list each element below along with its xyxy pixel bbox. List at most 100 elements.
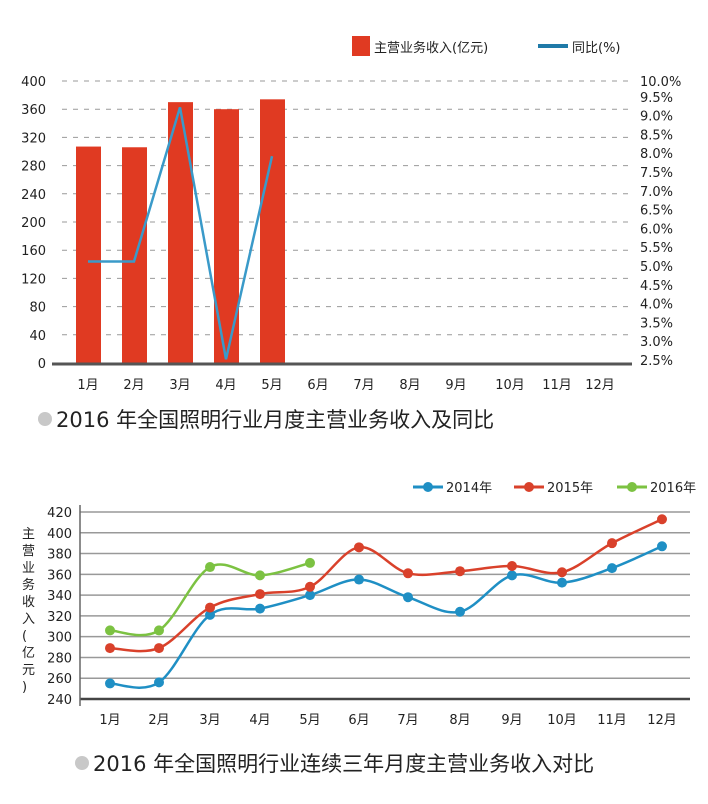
x-tick-label: 8月 — [449, 713, 470, 728]
y-right-tick-label: 4.5% — [640, 279, 673, 294]
y-tick-label: 360 — [47, 568, 72, 583]
data-point — [657, 514, 667, 525]
x-tick-label: 1月 — [99, 713, 120, 728]
y-tick-label: 240 — [47, 693, 72, 708]
data-point — [154, 625, 164, 636]
data-point — [205, 602, 215, 613]
chart1-title-block: 2016 年全国照明行业月度主营业务收入及同比 — [38, 404, 494, 434]
data-point — [105, 643, 115, 654]
data-point — [105, 625, 115, 636]
bullet-icon — [75, 756, 89, 770]
chart2-title-block: 2016 年全国照明行业连续三年月度主营业务收入对比 — [75, 748, 594, 778]
bar-3月 — [168, 102, 193, 364]
data-point — [607, 538, 617, 549]
data-point — [607, 563, 617, 574]
y-tick-label: 340 — [47, 589, 72, 604]
x-tick-label: 11月 — [542, 378, 572, 393]
data-point — [255, 570, 265, 581]
y-tick-label: 380 — [47, 548, 72, 563]
y-tick-label: 260 — [47, 672, 72, 687]
data-point — [507, 570, 517, 581]
legend-marker — [627, 482, 637, 492]
chart1-title: 2016 年全国照明行业月度主营业务收入及同比 — [56, 408, 495, 432]
x-tick-label: 6月 — [307, 378, 328, 393]
y-right-tick-label: 5.5% — [640, 241, 673, 256]
y-right-tick-label: 3.5% — [640, 316, 673, 331]
data-point — [557, 567, 567, 578]
x-tick-label: 1月 — [77, 378, 98, 393]
data-point — [305, 581, 315, 592]
x-tick-label: 3月 — [169, 378, 190, 393]
data-point — [403, 592, 413, 603]
y-right-tick-label: 7.5% — [640, 166, 673, 181]
yoy-line — [88, 106, 274, 360]
x-tick-label: 7月 — [353, 378, 374, 393]
y-tick-label: 400 — [47, 527, 72, 542]
x-tick-label: 4月 — [249, 713, 270, 728]
data-point — [154, 643, 164, 654]
x-tick-label: 2月 — [123, 378, 144, 393]
x-tick-label: 5月 — [299, 713, 320, 728]
data-point — [305, 557, 315, 568]
bullet-icon — [38, 412, 52, 426]
y-right-tick-label: 9.5% — [640, 91, 673, 106]
y-tick-label: 300 — [47, 631, 72, 646]
y-right-tick-label: 8.5% — [640, 128, 673, 143]
y-left-tick-label: 120 — [21, 272, 46, 287]
y-right-tick-label: 6.0% — [640, 222, 673, 237]
x-tick-label: 10月 — [547, 713, 577, 728]
x-tick-label: 2月 — [148, 713, 169, 728]
y-left-tick-label: 200 — [21, 216, 46, 231]
data-point — [455, 566, 465, 577]
y-right-tick-label: 7.0% — [640, 185, 673, 200]
y-left-tick-label: 0 — [38, 357, 46, 372]
data-point — [255, 589, 265, 600]
legend-label-revenue: 主营业务收入(亿元) — [374, 40, 488, 56]
y-right-tick-label: 2.5% — [640, 354, 673, 369]
y-left-tick-label: 160 — [21, 244, 46, 259]
y-left-tick-label: 400 — [21, 75, 46, 90]
x-tick-label: 5月 — [261, 378, 282, 393]
y-tick-label: 320 — [47, 610, 72, 625]
x-tick-label: 4月 — [215, 378, 236, 393]
chart2-title: 2016 年全国照明行业连续三年月度主营业务收入对比 — [93, 752, 595, 776]
y-right-tick-label: 9.0% — [640, 110, 673, 125]
data-point — [507, 561, 517, 572]
y-left-tick-label: 240 — [21, 188, 46, 203]
legend-label: 2014年 — [446, 481, 492, 496]
legend-label: 2016年 — [650, 481, 696, 496]
y-tick-label: 420 — [47, 506, 72, 521]
data-point — [205, 562, 215, 573]
data-point — [105, 678, 115, 689]
bar-4月 — [214, 109, 239, 363]
y-axis-label: 主营业务收入(亿元) — [22, 527, 35, 695]
data-point — [354, 574, 364, 585]
y-right-tick-label: 4.0% — [640, 298, 673, 313]
x-tick-label: 12月 — [585, 378, 615, 393]
x-tick-label: 10月 — [495, 378, 525, 393]
y-left-tick-label: 80 — [29, 301, 46, 316]
y-right-tick-label: 8.0% — [640, 147, 673, 162]
data-point — [154, 677, 164, 688]
y-left-tick-label: 360 — [21, 103, 46, 118]
y-left-tick-label: 280 — [21, 160, 46, 175]
legend-label-yoy: 同比(%) — [572, 41, 621, 56]
data-point — [455, 606, 465, 617]
x-tick-label: 8月 — [399, 378, 420, 393]
data-point — [354, 542, 364, 553]
data-point — [557, 577, 567, 588]
x-tick-label: 6月 — [348, 713, 369, 728]
data-point — [657, 541, 667, 552]
y-right-tick-label: 3.0% — [640, 335, 673, 350]
data-point — [205, 609, 215, 620]
legend-marker — [524, 482, 534, 492]
data-point — [255, 603, 265, 614]
bar-1月 — [76, 146, 101, 363]
x-tick-label: 7月 — [397, 713, 418, 728]
data-point — [305, 590, 315, 601]
y-right-tick-label: 5.0% — [640, 260, 673, 275]
data-point — [403, 568, 413, 579]
legend-marker — [423, 482, 433, 492]
legend-label: 2015年 — [547, 481, 593, 496]
